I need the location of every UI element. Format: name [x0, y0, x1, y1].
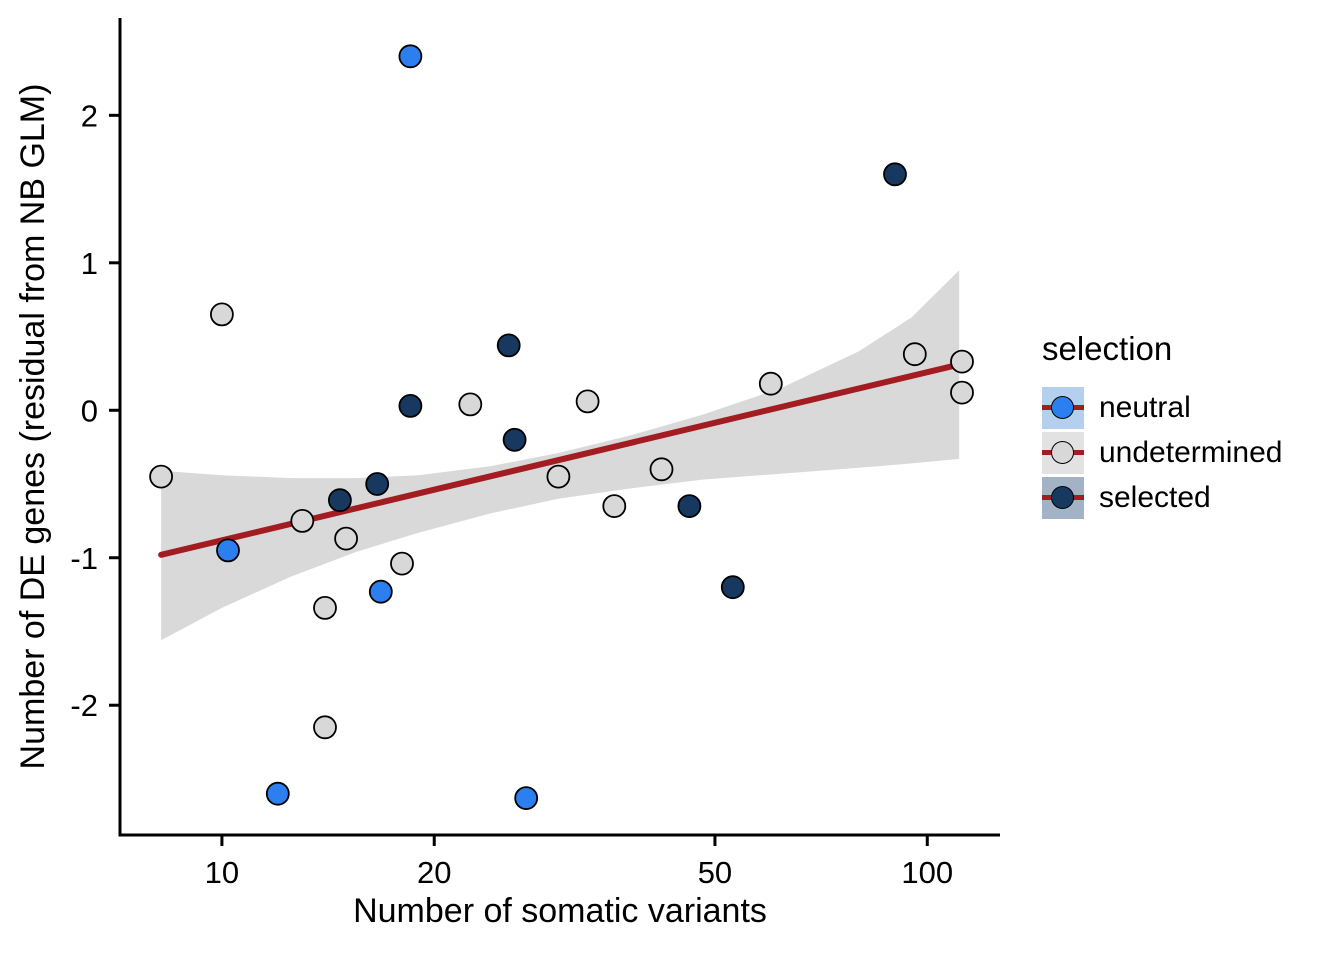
y-tick-label: 2 — [81, 98, 98, 133]
x-tick-label: 10 — [205, 855, 239, 890]
x-tick-label: 50 — [698, 855, 732, 890]
y-axis-title: Number of DE genes (residual from NB GLM… — [14, 84, 52, 770]
data-point-undetermined — [758, 371, 783, 396]
data-point-undetermined — [209, 302, 234, 327]
data-point-undetermined — [290, 509, 315, 533]
y-tick-label: 0 — [81, 393, 98, 428]
data-point-undetermined — [575, 389, 600, 414]
y-tick-label: -1 — [70, 541, 98, 576]
legend-item-selected: selected — [1042, 476, 1342, 519]
legend-key-selected — [1042, 476, 1084, 519]
data-point-selected — [502, 427, 527, 452]
legend-label-selected: selected — [1099, 480, 1211, 514]
selected-point-swatch — [1051, 485, 1074, 509]
data-point-neutral — [514, 786, 539, 810]
legend-key-undetermined — [1042, 431, 1084, 474]
legend-label-undetermined: undetermined — [1099, 435, 1283, 469]
data-point-selected — [327, 488, 352, 513]
data-point-selected — [677, 494, 702, 519]
data-point-selected — [496, 333, 521, 358]
data-point-neutral — [216, 538, 240, 563]
x-axis-title: Number of somatic variants — [353, 892, 767, 930]
x-tick-label: 100 — [901, 855, 953, 890]
data-point-undetermined — [602, 494, 627, 519]
data-point-selected — [365, 472, 390, 496]
data-point-neutral — [265, 781, 290, 806]
data-point-undetermined — [950, 349, 974, 374]
data-point-neutral — [368, 579, 393, 604]
undetermined-point-swatch — [1051, 440, 1074, 464]
legend-item-neutral: neutral — [1042, 386, 1342, 429]
data-point-neutral — [398, 44, 423, 69]
y-tick-label: -2 — [70, 688, 98, 723]
legend-item-undetermined: undetermined — [1042, 431, 1342, 474]
data-point-undetermined — [149, 464, 174, 489]
y-tick-label: 1 — [81, 246, 98, 281]
neutral-point-swatch — [1051, 395, 1074, 419]
legend-key-neutral — [1042, 386, 1084, 429]
data-point-undetermined — [334, 526, 359, 551]
data-point-selected — [883, 162, 907, 187]
data-point-undetermined — [313, 715, 337, 740]
data-point-undetermined — [390, 551, 414, 576]
data-point-undetermined — [313, 596, 337, 620]
x-tick-label: 20 — [417, 855, 451, 890]
data-point-undetermined — [902, 342, 927, 367]
data-point-undetermined — [649, 457, 674, 482]
data-point-selected — [398, 393, 423, 418]
data-point-undetermined — [950, 380, 974, 405]
data-point-selected — [720, 575, 745, 600]
data-point-undetermined — [458, 392, 483, 417]
legend-title: selection — [1042, 330, 1173, 367]
data-point-undetermined — [546, 464, 571, 489]
legend: selection neutral undetermined selected — [1042, 330, 1342, 521]
legend-label-neutral: neutral — [1099, 390, 1191, 424]
confidence-band — [161, 270, 960, 641]
